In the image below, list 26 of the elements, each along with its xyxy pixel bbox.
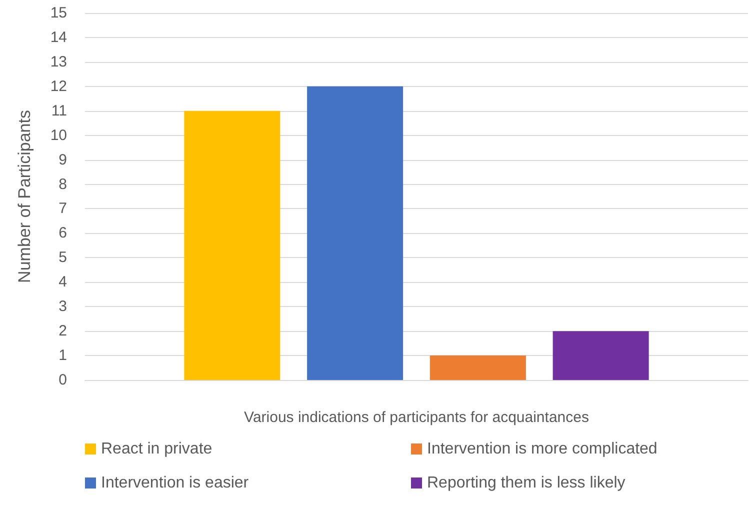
y-tick-label: 10: [50, 126, 67, 144]
y-tick-label: 6: [58, 224, 67, 242]
y-tick-label: 4: [58, 274, 67, 291]
legend-label: Intervention is more complicated: [427, 440, 658, 458]
bar: [184, 110, 280, 380]
y-tick-label: 2: [58, 322, 67, 340]
y-tick-label: 13: [50, 53, 67, 70]
y-tick-label: 7: [58, 200, 67, 218]
y-tick-label: 15: [50, 4, 67, 22]
y-tick-label: 5: [58, 249, 67, 266]
y-tick-label: 9: [58, 151, 67, 168]
bar: [430, 356, 526, 380]
y-tick-label: 8: [58, 176, 67, 193]
legend-label: Reporting them is less likely: [427, 474, 626, 492]
bar: [552, 331, 649, 380]
y-tick-label: 12: [50, 78, 67, 95]
y-tick-label: 0: [58, 372, 67, 388]
legend-label: React in private: [101, 440, 212, 458]
y-tick-label: 1: [58, 347, 67, 364]
y-tick-label: 11: [51, 102, 67, 120]
y-tick-label: 3: [58, 298, 67, 316]
y-axis-title: Number of Participants: [15, 110, 34, 283]
bar: [307, 86, 404, 380]
y-tick-label: 14: [50, 28, 67, 46]
x-axis-title: Various indications of participants for acquaintances: [244, 409, 589, 426]
legend-label: Intervention is easier: [101, 474, 250, 492]
